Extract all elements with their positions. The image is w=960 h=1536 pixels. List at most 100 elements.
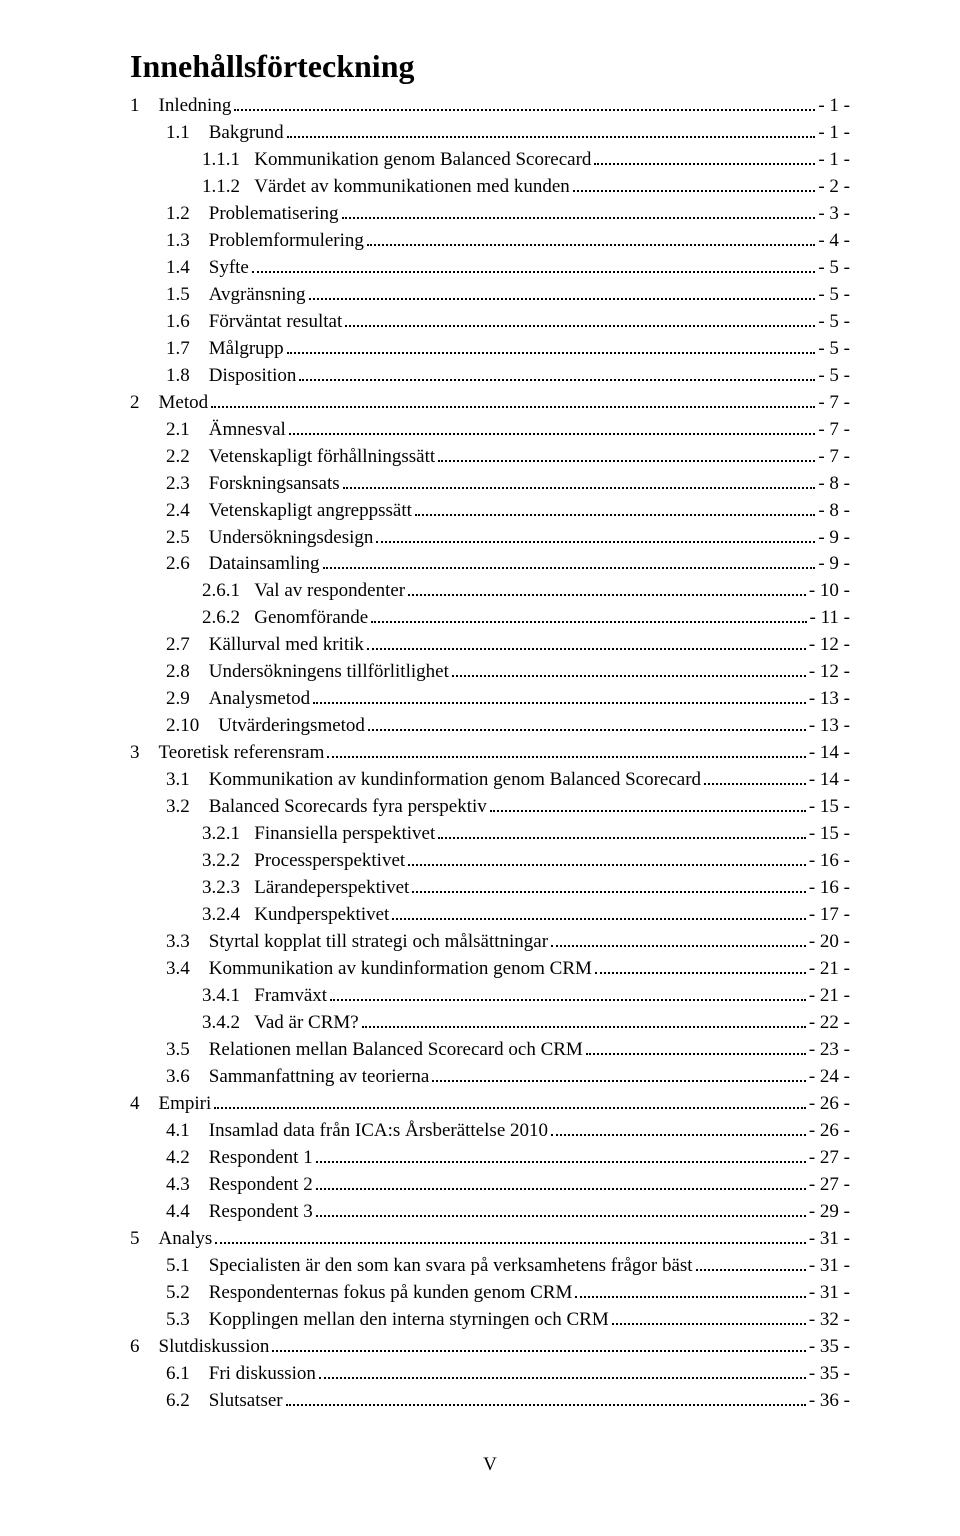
toc-entry: 3.4.2 Vad är CRM?- 22 - (202, 1010, 850, 1037)
toc-entry-page: - 8 - (818, 498, 850, 525)
toc-leader (595, 958, 806, 974)
toc-entry-label: 2.10 Utvärderingsmetod (166, 713, 365, 740)
toc-entry-label: 4.2 Respondent 1 (166, 1145, 313, 1172)
toc-entry: 2.1 Ämnesval- 7 - (166, 417, 850, 444)
toc-entry-page: - 1 - (818, 147, 850, 174)
toc-leader (299, 364, 815, 380)
toc-entry-label: 5.3 Kopplingen mellan den interna styrni… (166, 1307, 609, 1334)
toc-entry-page: - 2 - (818, 174, 850, 201)
toc-entry-label: 2.2 Vetenskapligt förhållningssätt (166, 444, 435, 471)
toc-entry-page: - 16 - (809, 875, 850, 902)
toc-leader (327, 742, 805, 758)
toc-entry-label: 3.2 Balanced Scorecards fyra perspektiv (166, 794, 487, 821)
toc-leader (367, 634, 806, 650)
toc-entry-page: - 31 - (809, 1253, 850, 1280)
toc-leader (316, 1174, 806, 1190)
toc-entry: 5.1 Specialisten är den som kan svara på… (166, 1253, 850, 1280)
toc-entry-page: - 3 - (818, 201, 850, 228)
toc-leader (316, 1200, 806, 1216)
toc-entry: 2.10 Utvärderingsmetod- 13 - (166, 713, 850, 740)
toc-entry: 3.2.2 Processperspektivet- 16 - (202, 848, 850, 875)
toc-entry: 2.6 Datainsamling- 9 - (166, 551, 850, 578)
toc-entry: 2.6.2 Genomförande- 11 - (202, 605, 850, 632)
toc-entry-label: 2.6.1 Val av respondenter (202, 578, 405, 605)
toc-entry-label: 1 Inledning (130, 93, 231, 120)
toc-leader (594, 149, 815, 165)
toc-entry-page: - 7 - (818, 417, 850, 444)
toc-entry: 1.3 Problemformulering- 4 - (166, 228, 850, 255)
toc-leader (234, 95, 815, 111)
toc-leader (287, 122, 816, 138)
toc-leader (438, 823, 806, 839)
toc-leader (376, 526, 815, 542)
toc-entry-page: - 4 - (818, 228, 850, 255)
toc-leader (342, 203, 816, 219)
toc-entry-label: 1.1.1 Kommunikation genom Balanced Score… (202, 147, 591, 174)
toc-entry-page: - 12 - (809, 632, 850, 659)
toc-entry-label: 4.4 Respondent 3 (166, 1199, 313, 1226)
toc-leader (286, 1389, 806, 1405)
toc-entry-label: 2.6 Datainsamling (166, 551, 320, 578)
toc-entry-label: 3.2.3 Lärandeperspektivet (202, 875, 409, 902)
toc-leader (704, 769, 806, 785)
toc-leader (432, 1066, 806, 1082)
toc-entry-page: - 17 - (809, 902, 850, 929)
toc-entry-label: 3.3 Styrtal kopplat till strategi och må… (166, 929, 548, 956)
toc-entry: 1.2 Problematisering - 3 - (166, 201, 850, 228)
toc-entry-label: 1.2 Problematisering (166, 201, 339, 228)
toc-leader (573, 176, 816, 192)
toc-entry: 1.1 Bakgrund- 1 - (166, 120, 850, 147)
toc-entry-label: 4.3 Respondent 2 (166, 1172, 313, 1199)
toc-entry-page: - 35 - (809, 1334, 850, 1361)
toc-entry-label: 2.5 Undersökningsdesign (166, 525, 373, 552)
toc-entry: 3 Teoretisk referensram- 14 - (130, 740, 850, 767)
toc-entry-page: - 32 - (809, 1307, 850, 1334)
toc-leader (287, 337, 816, 353)
toc-entry-page: - 14 - (809, 767, 850, 794)
toc-leader (415, 499, 815, 515)
toc-entry: 3.2.4 Kundperspektivet - 17 - (202, 902, 850, 929)
toc-entry: 5.3 Kopplingen mellan den interna styrni… (166, 1307, 850, 1334)
toc-entry: 3.1 Kommunikation av kundinformation gen… (166, 767, 850, 794)
toc-entry-label: 1.4 Syfte (166, 255, 249, 282)
toc-entry-label: 1.8 Disposition (166, 363, 296, 390)
toc-entry-label: 1.1.2 Värdet av kommunikationen med kund… (202, 174, 570, 201)
toc-leader (368, 715, 806, 731)
toc-entry-label: 3.2.4 Kundperspektivet (202, 902, 389, 929)
toc-entry-label: 6 Slutdiskussion (130, 1334, 269, 1361)
toc-leader (215, 1227, 806, 1243)
toc-entry: 3.4.1 Framväxt- 21 - (202, 983, 850, 1010)
toc-leader (313, 688, 806, 704)
toc-entry: 6.1 Fri diskussion- 35 - (166, 1361, 850, 1388)
toc-entry-label: 3.1 Kommunikation av kundinformation gen… (166, 767, 701, 794)
toc-leader (490, 796, 806, 812)
toc-entry-label: 5.2 Respondenternas fokus på kunden geno… (166, 1280, 572, 1307)
toc-entry-page: - 11 - (810, 605, 850, 632)
toc-entry: 2.6.1 Val av respondenter- 10 - (202, 578, 850, 605)
toc-entry-page: - 27 - (809, 1145, 850, 1172)
toc-entry-label: 2.3 Forskningsansats (166, 471, 340, 498)
toc-entry-page: - 20 - (809, 929, 850, 956)
toc-entry-label: 2.8 Undersökningens tillförlitlighet (166, 659, 449, 686)
toc-entry-label: 3.4 Kommunikation av kundinformation gen… (166, 956, 592, 983)
toc-entry: 6 Slutdiskussion - 35 - (130, 1334, 850, 1361)
toc-leader (438, 445, 815, 461)
toc-entry-page: - 16 - (809, 848, 850, 875)
toc-leader (362, 1012, 806, 1028)
toc-title: Innehållsförteckning (130, 48, 850, 85)
toc-leader (412, 877, 806, 893)
toc-entry-page: - 21 - (809, 983, 850, 1010)
toc-entry-label: 2.4 Vetenskapligt angreppssätt (166, 498, 412, 525)
toc-entry-page: - 13 - (809, 686, 850, 713)
toc-entry-page: - 8 - (818, 471, 850, 498)
toc-entry-page: - 7 - (818, 390, 850, 417)
toc-entry-page: - 24 - (809, 1064, 850, 1091)
toc-entry-label: 3.6 Sammanfattning av teorierna (166, 1064, 429, 1091)
toc-entry-page: - 26 - (809, 1091, 850, 1118)
toc-entry: 3.5 Relationen mellan Balanced Scorecard… (166, 1037, 850, 1064)
toc-entry-label: 1.6 Förväntat resultat (166, 309, 342, 336)
toc-leader (214, 1093, 806, 1109)
toc-entry: 6.2 Slutsatser- 36 - (166, 1388, 850, 1415)
toc-entry-page: - 14 - (809, 740, 850, 767)
toc-entry-page: - 36 - (809, 1388, 850, 1415)
